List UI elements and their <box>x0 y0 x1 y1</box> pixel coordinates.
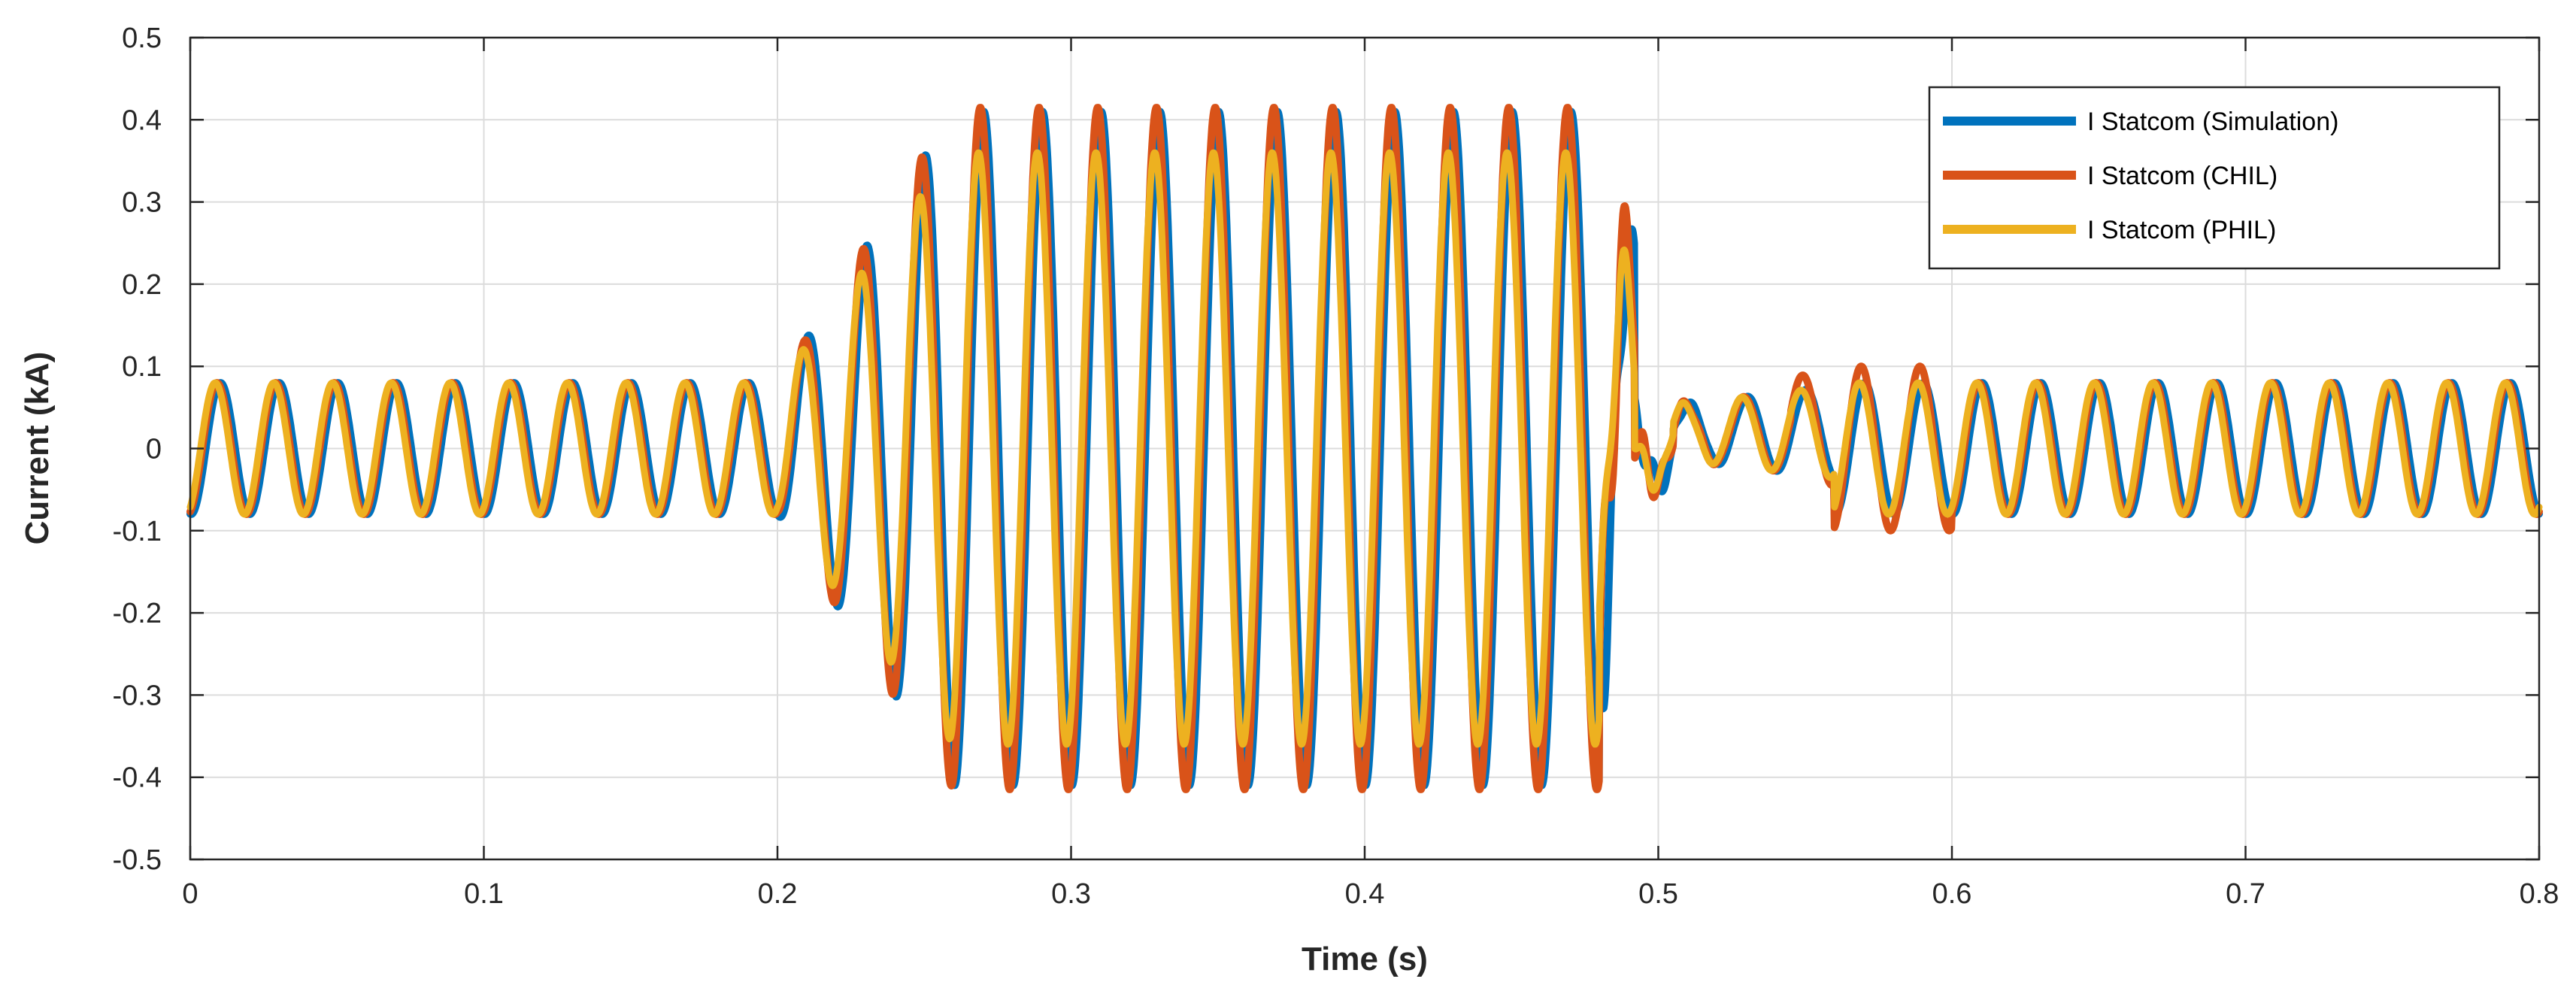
x-tick-label: 0 <box>182 878 198 910</box>
y-tick-label: -0.4 <box>113 762 162 794</box>
y-tick-label: 0.4 <box>122 105 162 136</box>
x-axis-title: Time (s) <box>1302 941 1428 977</box>
legend-label-2: I Statcom (CHIL) <box>2087 162 2277 190</box>
y-tick-label: -0.1 <box>113 516 162 547</box>
y-tick-labels: -0.5 -0.4 -0.3 -0.2 -0.1 0 0.1 0.2 0.3 0.4 0.5 <box>113 23 162 876</box>
series-line-3 <box>186 149 2543 748</box>
y-tick-label: 0.1 <box>122 351 162 383</box>
y-tick-label: 0.3 <box>122 187 162 219</box>
legend-label-1: I Statcom (Simulation) <box>2087 108 2338 136</box>
y-axis-title: Current (kA) <box>19 352 56 545</box>
series-lines <box>186 104 2543 793</box>
y-tick-label: 0 <box>146 434 162 465</box>
y-tick-label: -0.2 <box>113 598 162 629</box>
legend: I Statcom (Simulation) I Statcom (CHIL) I … <box>1928 86 2501 270</box>
x-tick-label: 0.3 <box>1051 878 1091 910</box>
legend-items: I Statcom (Simulation) I Statcom (CHIL) I … <box>1943 108 2338 244</box>
y-tick-label: -0.3 <box>113 680 162 711</box>
y-tick-label: -0.5 <box>113 844 162 876</box>
x-tick-label: 0.7 <box>2226 878 2265 910</box>
x-tick-label: 0.5 <box>1638 878 1678 910</box>
x-tick-label: 0.1 <box>464 878 504 910</box>
x-tick-label: 0.4 <box>1345 878 1385 910</box>
x-tick-label: 0.6 <box>1932 878 1972 910</box>
y-tick-label: 0.2 <box>122 269 162 301</box>
x-tick-label: 0.8 <box>2520 878 2559 910</box>
x-tick-labels: 0 0.1 0.2 0.3 0.4 0.5 0.6 0.7 0.8 <box>182 878 2559 910</box>
legend-label-3: I Statcom (PHIL) <box>2087 216 2276 244</box>
axis-ticks <box>189 36 2541 861</box>
y-tick-label: 0.5 <box>122 23 162 54</box>
x-tick-label: 0.2 <box>758 878 798 910</box>
